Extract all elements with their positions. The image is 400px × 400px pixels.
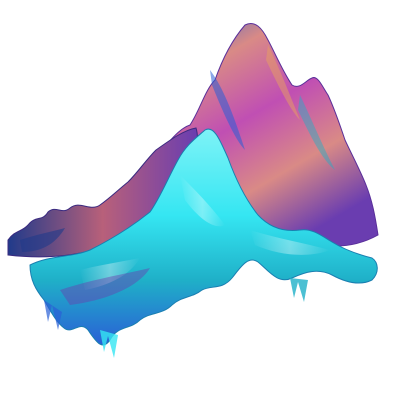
sheen-streak-3: [250, 230, 330, 255]
drip-edge-left: [44, 300, 62, 330]
drip-edge-right: [290, 278, 308, 302]
drip-edge-center: [100, 330, 118, 358]
iridescent-band-orange: [266, 45, 300, 120]
sheen-streak-2: [80, 258, 140, 290]
iridescent-band-violet: [60, 268, 150, 305]
sheen-streak-1: [180, 175, 225, 227]
iridescent-band-teal: [298, 95, 335, 170]
iridescent-band-blue: [210, 70, 245, 150]
iridescent-band-navy: [20, 228, 65, 252]
